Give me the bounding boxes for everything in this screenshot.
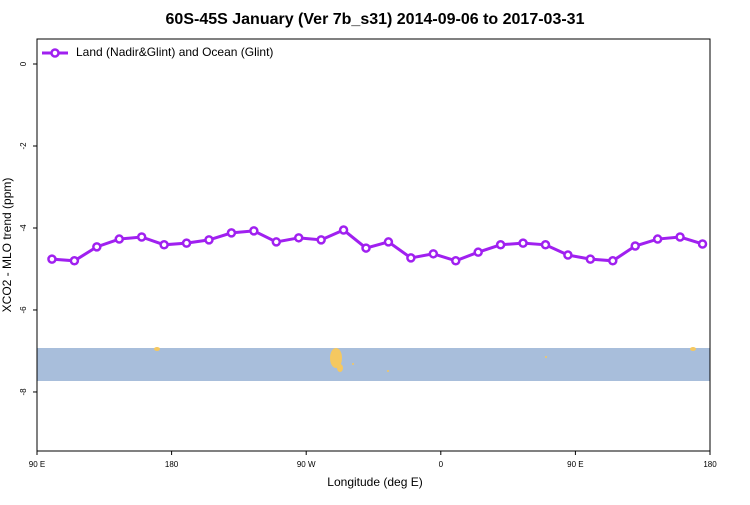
y-tick-label: 0 [19,61,28,66]
x-tick-label: 180 [703,460,717,469]
data-point [293,233,304,243]
data-point [608,256,618,266]
chart-title: 60S-45S January (Ver 7b_s31) 2014-09-06 … [166,11,585,28]
data-point [249,226,259,236]
y-tick-label: -6 [19,306,28,314]
data-point [652,234,663,244]
x-tick-label: 90 E [567,460,583,469]
plot-frame [36,38,711,452]
x-tick-label: 0 [439,460,444,469]
series-line [51,228,703,263]
data-point [181,238,192,248]
data-point [316,235,326,245]
data-point [226,228,237,238]
data-point [563,250,573,260]
data-point [159,240,169,250]
data-point [495,240,506,250]
data-point [136,232,147,242]
data-point [361,243,371,253]
data-point [428,249,439,259]
data-point [47,254,57,264]
data-point [114,234,125,244]
map-band [37,347,710,381]
data-point [630,241,640,251]
data-point [697,239,708,249]
y-tick-label: -2 [19,142,28,150]
data-point [540,240,551,250]
x-tick-label: 90 E [29,460,45,469]
legend-marker [50,48,60,58]
data-point [204,235,214,245]
data-point [338,225,349,235]
y-tick-label: -4 [19,224,28,232]
data-point [383,237,394,247]
data-point [271,237,282,247]
data-point [451,256,461,266]
data-point [473,247,483,257]
data-point [69,256,80,266]
x-tick-label: 180 [165,460,179,469]
data-point [585,254,596,264]
data-point [406,253,416,263]
data-point [518,238,528,248]
x-axis-label: Longitude (deg E) [327,475,422,489]
y-axis-label: XCO2 - MLO trend (ppm) [0,178,14,313]
y-tick-label: -8 [19,388,28,396]
x-tick-label: 90 W [297,460,316,469]
legend-label: Land (Nadir&Glint) and Ocean (Glint) [76,45,273,59]
data-point [675,232,685,242]
data-point [92,242,102,252]
